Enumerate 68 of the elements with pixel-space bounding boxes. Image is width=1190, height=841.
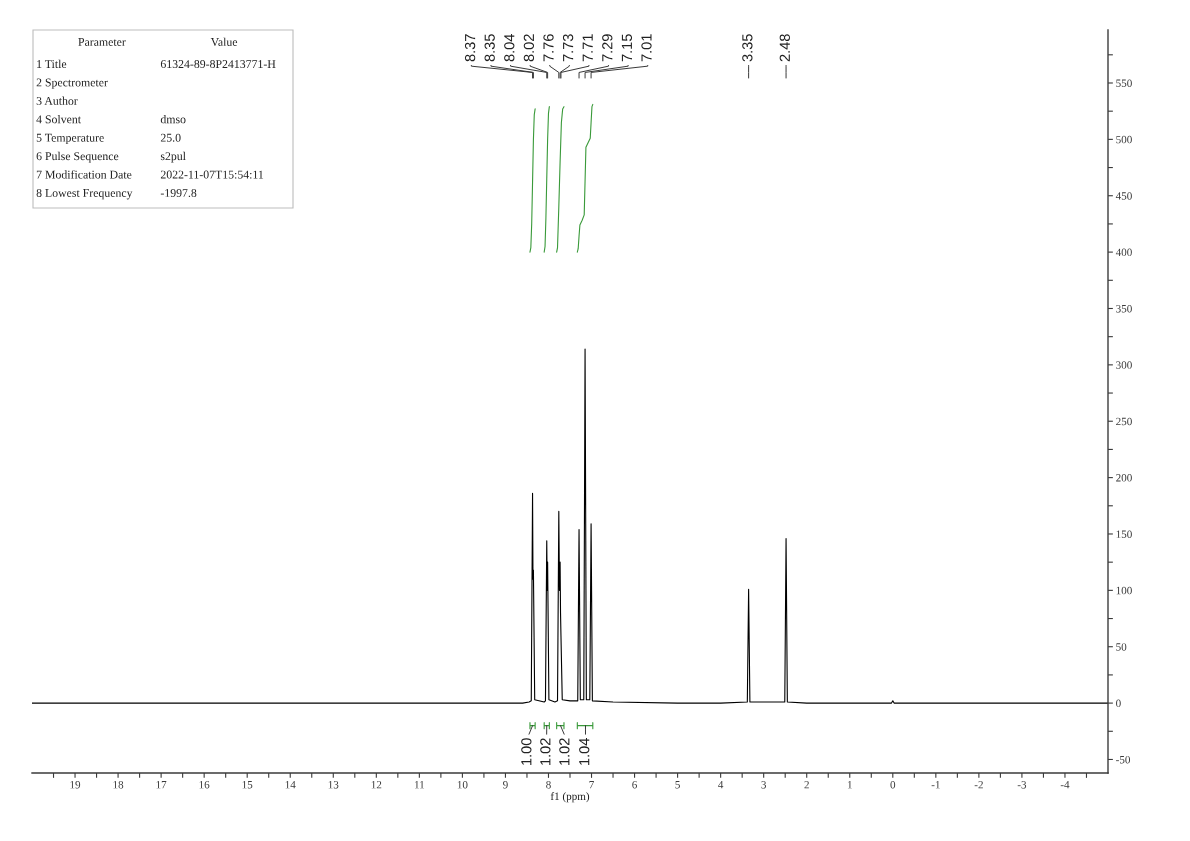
text: 6 Pulse Sequence s2pul (36, 151, 186, 163)
x-tick-label: 18 (113, 780, 124, 789)
line-series (529, 108, 536, 253)
annotation: 1.00 (521, 738, 532, 765)
annotation: 2 Spectrometer (36, 78, 108, 89)
x-tick-label: -1 (931, 781, 940, 789)
y-tick-label: 150 (1116, 530, 1132, 538)
x-axis-title: f1 (ppm) (550, 792, 590, 803)
y-tick-label: 250 (1116, 417, 1132, 426)
y-tick-label: 550 (1116, 79, 1132, 87)
x-tick-label: 16 (199, 780, 210, 789)
y-tick-label: 200 (1116, 474, 1132, 482)
annotation: 7.76 (543, 34, 554, 62)
x-tick-label: 17 (156, 781, 167, 789)
y-tick-label: 0 (1116, 699, 1121, 708)
x-tick-label: 12 (371, 780, 382, 789)
x-tick-label: -2 (974, 780, 983, 789)
x-tick-label: 13 (328, 780, 339, 789)
x-tick-label: 6 (632, 780, 638, 789)
y-tick-label: -50 (1116, 755, 1131, 764)
y-tick-label: 350 (1116, 304, 1132, 313)
y-tick-label: 100 (1116, 586, 1132, 595)
x-tick-label: 10 (457, 780, 468, 789)
text: 8 Lowest Frequency -1997.8 (36, 188, 197, 200)
x-tick-label: 2 (804, 780, 809, 789)
annotation: 7.73 (562, 34, 574, 62)
line-series (576, 103, 594, 253)
line-series (32, 348, 1108, 704)
line-series (543, 106, 550, 253)
annotation: 8.04 (504, 34, 515, 62)
text: Parameter Value (78, 37, 238, 47)
y-tick-label: 50 (1116, 643, 1127, 651)
y-tick-label: 450 (1115, 192, 1132, 200)
x-tick-label: 8 (546, 780, 551, 789)
annotation: 8.02 (523, 34, 535, 62)
x-tick-label: 4 (718, 781, 724, 789)
y-tick-label: 400 (1115, 248, 1132, 257)
annotation: 8.37 (464, 34, 476, 62)
x-tick-label: -4 (1060, 781, 1070, 789)
annotation: 7.01 (641, 34, 652, 62)
annotation: 3.35 (742, 34, 753, 62)
text: 7 Modification Date 2022-11-07T15:54:11 (36, 170, 264, 179)
text: 5 Temperature 25.0 (36, 133, 181, 145)
text: 4 Solvent dmso (36, 114, 186, 124)
annotation: 3 Author (36, 96, 78, 105)
annotation: 1.04 (579, 738, 590, 765)
x-tick-label: 7 (589, 781, 594, 789)
annotation: 1.02 (559, 738, 570, 765)
x-tick-label: 1 (847, 781, 852, 789)
x-tick-label: 0 (890, 780, 896, 789)
x-tick-label: 5 (675, 781, 680, 789)
text: 1 Title 61324-89-8P2413771-H (37, 59, 276, 69)
x-tick-label: -3 (1017, 780, 1027, 789)
x-tick-label: 3 (761, 780, 767, 789)
y-tick-label: 300 (1116, 361, 1132, 369)
y-tick-label: 500 (1116, 135, 1132, 144)
annotation: 7.29 (602, 34, 613, 62)
x-tick-label: 11 (414, 781, 425, 789)
x-tick-label: 15 (242, 781, 253, 789)
annotation: 7.71 (582, 34, 593, 62)
x-tick-label: 19 (70, 780, 81, 789)
x-tick-label: 14 (285, 781, 296, 789)
annotation: 1.02 (540, 738, 551, 765)
annotation: 7.15 (621, 34, 633, 62)
annotation: 2.48 (779, 34, 790, 62)
annotation: 8.35 (484, 34, 495, 62)
line-series (556, 106, 565, 253)
x-tick-label: 9 (503, 780, 508, 789)
